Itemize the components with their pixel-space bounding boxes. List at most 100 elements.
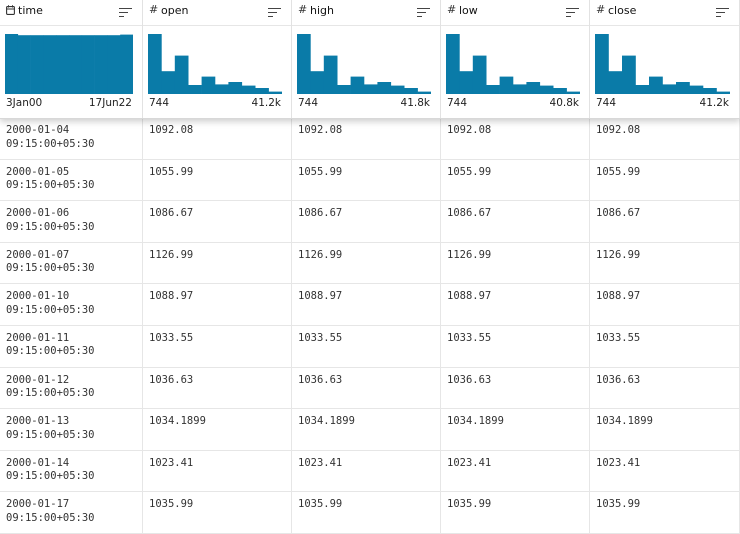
column-name-bar[interactable]: # open	[143, 0, 291, 26]
histogram-bar[interactable]	[689, 85, 704, 94]
histogram-bar[interactable]	[69, 35, 83, 94]
cell-close[interactable]: 1036.63	[590, 367, 740, 409]
cell-high[interactable]: 1088.97	[292, 284, 441, 325]
sort-icon[interactable]	[716, 7, 729, 18]
table-row[interactable]: 2000-01-04 09:15:00+05:30 1092.08 1092.08 1…	[0, 118, 740, 160]
cell-low[interactable]: 1055.99	[441, 159, 590, 201]
cell-time[interactable]: 2000-01-12 09:15:00+05:30	[0, 367, 143, 409]
cell-close[interactable]: 1055.99	[590, 159, 740, 201]
histogram-bar[interactable]	[566, 91, 580, 94]
column-name-bar[interactable]: # low	[441, 0, 589, 26]
cell-high[interactable]: 1023.41	[292, 450, 441, 492]
cell-low[interactable]: 1088.97	[441, 284, 590, 325]
histogram-bar[interactable]	[201, 76, 216, 94]
cell-close[interactable]: 1035.99	[590, 492, 740, 533]
histogram-bar[interactable]	[472, 55, 487, 94]
cell-open[interactable]: 1034.1899	[143, 409, 292, 450]
cell-time[interactable]: 2000-01-07 09:15:00+05:30	[0, 242, 143, 284]
histogram-bar[interactable]	[513, 84, 527, 94]
cell-high[interactable]: 1034.1899	[292, 409, 441, 450]
histogram-bar[interactable]	[215, 84, 229, 94]
cell-low[interactable]: 1086.67	[441, 201, 590, 242]
histogram-bar[interactable]	[486, 85, 500, 94]
histogram-bar[interactable]	[5, 34, 19, 94]
histogram-bar[interactable]	[241, 85, 256, 94]
histogram-bar[interactable]	[649, 76, 663, 94]
histogram-bar[interactable]	[174, 55, 189, 94]
histogram-bar[interactable]	[297, 34, 311, 94]
sort-icon[interactable]	[119, 7, 132, 18]
histogram-bar[interactable]	[377, 82, 392, 94]
column-header-close[interactable]: # close 744 41.2k	[590, 0, 740, 118]
histogram-bar[interactable]	[268, 91, 282, 94]
histogram-bar[interactable]	[255, 88, 269, 94]
histogram-bar[interactable]	[459, 71, 474, 94]
histogram-bar[interactable]	[94, 35, 108, 94]
table-row[interactable]: 2000-01-12 09:15:00+05:30 1036.63 1036.63 1…	[0, 367, 740, 410]
column-name-bar[interactable]: # close	[590, 0, 739, 26]
histogram-bar[interactable]	[539, 85, 554, 94]
histogram-bar[interactable]	[107, 35, 121, 94]
histogram-bar[interactable]	[716, 91, 731, 94]
cell-low[interactable]: 1092.08	[441, 118, 590, 159]
cell-open[interactable]: 1033.55	[143, 325, 292, 367]
column-name-bar[interactable]: # high	[292, 0, 440, 26]
histogram-bar[interactable]	[350, 76, 365, 94]
histogram-bar[interactable]	[595, 34, 609, 94]
histogram-bar[interactable]	[310, 71, 325, 94]
sort-icon[interactable]	[417, 7, 430, 18]
cell-low[interactable]: 1034.1899	[441, 409, 590, 450]
cell-time[interactable]: 2000-01-05 09:15:00+05:30	[0, 159, 143, 201]
cell-time[interactable]: 2000-01-11 09:15:00+05:30	[0, 325, 143, 367]
sort-icon[interactable]	[268, 7, 281, 18]
table-row[interactable]: 2000-01-11 09:15:00+05:30 1033.55 1033.55 1…	[0, 325, 740, 368]
histogram-bar[interactable]	[30, 35, 44, 94]
cell-time[interactable]: 2000-01-14 09:15:00+05:30	[0, 450, 143, 492]
cell-close[interactable]: 1092.08	[590, 118, 740, 159]
histogram-bar[interactable]	[417, 91, 431, 94]
histogram-bar[interactable]	[364, 84, 378, 94]
histogram-bar[interactable]	[120, 34, 133, 94]
histogram-bar[interactable]	[499, 76, 514, 94]
cell-close[interactable]: 1023.41	[590, 450, 740, 492]
table-row[interactable]: 2000-01-06 09:15:00+05:30 1086.67 1086.67 1…	[0, 201, 740, 243]
histogram-bar[interactable]	[43, 35, 57, 94]
cell-time[interactable]: 2000-01-10 09:15:00+05:30	[0, 284, 143, 325]
column-header-time[interactable]: time 3Jan00 17Jun22	[0, 0, 143, 118]
cell-time[interactable]: 2000-01-13 09:15:00+05:30	[0, 409, 143, 450]
column-header-high[interactable]: # high 744 41.8k	[292, 0, 441, 118]
table-row[interactable]: 2000-01-17 09:15:00+05:30 1035.99 1035.99 1…	[0, 492, 740, 534]
histogram-close[interactable]	[595, 34, 730, 94]
cell-high[interactable]: 1126.99	[292, 242, 441, 284]
cell-open[interactable]: 1092.08	[143, 118, 292, 159]
cell-open[interactable]: 1036.63	[143, 367, 292, 409]
cell-open[interactable]: 1055.99	[143, 159, 292, 201]
cell-high[interactable]: 1092.08	[292, 118, 441, 159]
histogram-bar[interactable]	[56, 35, 70, 94]
table-row[interactable]: 2000-01-13 09:15:00+05:30 1034.1899 1034.1…	[0, 409, 740, 451]
cell-high[interactable]: 1035.99	[292, 492, 441, 533]
column-name-bar[interactable]: time	[0, 0, 142, 26]
cell-close[interactable]: 1034.1899	[590, 409, 740, 450]
histogram-time[interactable]	[5, 34, 133, 94]
column-header-low[interactable]: # low 744 40.8k	[441, 0, 590, 118]
histogram-bar[interactable]	[553, 88, 567, 94]
cell-low[interactable]: 1036.63	[441, 367, 590, 409]
histogram-bar[interactable]	[188, 85, 202, 94]
histogram-bar[interactable]	[404, 88, 418, 94]
histogram-high[interactable]	[297, 34, 431, 94]
table-row[interactable]: 2000-01-05 09:15:00+05:30 1055.99 1055.99 1…	[0, 159, 740, 202]
histogram-bar[interactable]	[622, 55, 636, 94]
cell-open[interactable]: 1035.99	[143, 492, 292, 533]
histogram-bar[interactable]	[635, 85, 650, 94]
cell-close[interactable]: 1088.97	[590, 284, 740, 325]
cell-open[interactable]: 1086.67	[143, 201, 292, 242]
cell-open[interactable]: 1088.97	[143, 284, 292, 325]
histogram-bar[interactable]	[526, 82, 541, 94]
table-row[interactable]: 2000-01-10 09:15:00+05:30 1088.97 1088.97 1…	[0, 284, 740, 326]
cell-time[interactable]: 2000-01-04 09:15:00+05:30	[0, 118, 143, 159]
cell-close[interactable]: 1086.67	[590, 201, 740, 242]
histogram-low[interactable]	[446, 34, 580, 94]
table-row[interactable]: 2000-01-14 09:15:00+05:30 1023.41 1023.41 1…	[0, 450, 740, 493]
cell-high[interactable]: 1086.67	[292, 201, 441, 242]
